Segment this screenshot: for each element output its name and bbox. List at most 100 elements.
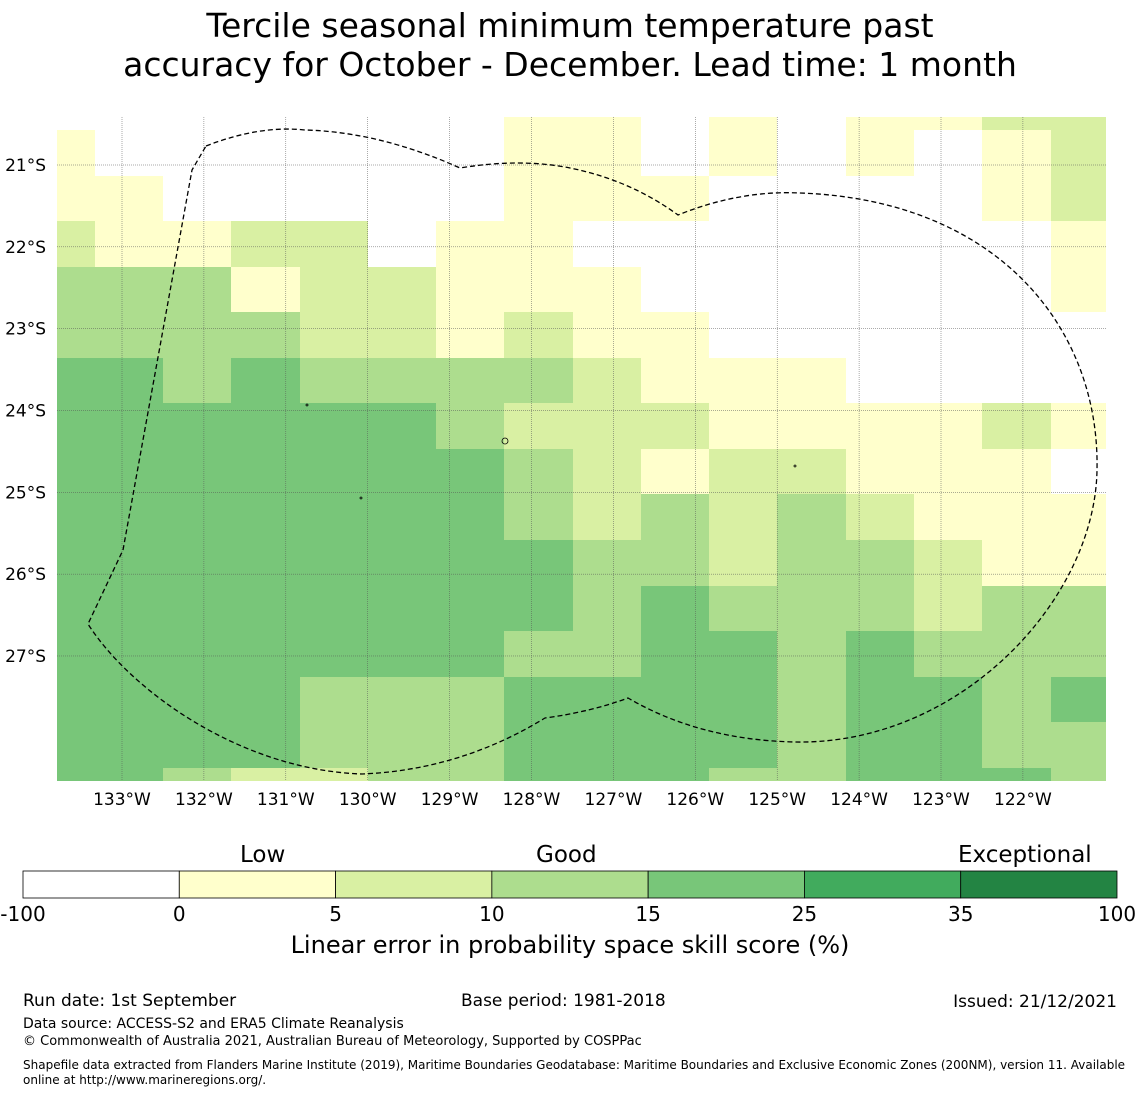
skill-cell (368, 540, 436, 586)
longitude-tick-label: 126°W (666, 790, 724, 810)
latitude-tick-label: 26°S (5, 565, 46, 585)
skill-cell (1051, 768, 1106, 781)
skill-cell (436, 768, 504, 781)
skill-cell (57, 176, 95, 221)
skill-cell (231, 677, 300, 722)
skill-cell (231, 267, 300, 312)
skill-cell (163, 631, 231, 677)
skill-cell (709, 358, 777, 403)
category-low: Low (240, 842, 286, 868)
skill-cell (914, 449, 982, 494)
skill-cell (914, 677, 982, 722)
latitude-tick-label: 23°S (5, 320, 46, 340)
skill-cell (709, 586, 777, 631)
graticule (57, 117, 1106, 781)
skill-cell (709, 540, 777, 586)
skill-cell (1051, 631, 1106, 677)
skill-cell (57, 722, 95, 768)
skill-cell (95, 722, 163, 768)
skill-cell (231, 540, 300, 586)
skill-cell (436, 540, 504, 586)
skill-cell (436, 494, 504, 540)
skill-cell (504, 677, 573, 722)
skill-cell (573, 403, 641, 449)
skill-cell (57, 403, 95, 449)
skill-cell (504, 722, 573, 768)
skill-cell (95, 403, 163, 449)
skill-cell (57, 494, 95, 540)
skill-cell (57, 540, 95, 586)
skill-cell (300, 494, 368, 540)
skill-cell (641, 540, 709, 586)
skill-cell (95, 677, 163, 722)
skill-cell (709, 403, 777, 449)
skill-cell (95, 176, 163, 221)
skill-cell (1051, 494, 1106, 540)
skill-cell (504, 176, 573, 221)
colorbar-tick-label: 10 (479, 902, 505, 926)
skill-cell (300, 722, 368, 768)
skill-cell (914, 722, 982, 768)
skill-cell (777, 677, 846, 722)
skill-cell (95, 768, 163, 781)
skill-cell (163, 267, 231, 312)
category-good: Good (536, 842, 597, 868)
skill-cell (300, 221, 368, 267)
island-outline (793, 464, 797, 468)
skill-cell (777, 403, 846, 449)
data-source: Data source: ACCESS-S2 and ERA5 Climate … (23, 1016, 404, 1032)
skill-cell (95, 631, 163, 677)
skill-cell (163, 722, 231, 768)
skill-cell (57, 677, 95, 722)
skill-cell (914, 117, 982, 130)
skill-cell (641, 494, 709, 540)
skill-cell (95, 221, 163, 267)
skill-cell (300, 403, 368, 449)
skill-cell (777, 631, 846, 677)
skill-cell (504, 586, 573, 631)
colorbar-tick-label: 25 (791, 902, 818, 926)
skill-cell (231, 768, 300, 781)
skill-cell (982, 722, 1051, 768)
skill-cell (57, 130, 95, 176)
skill-cell (300, 358, 368, 403)
skill-cell (436, 267, 504, 312)
shapefile-credit-line-1: Shapefile data extracted from Flanders M… (23, 1058, 1126, 1072)
skill-cell (573, 631, 641, 677)
island-outline (501, 437, 509, 445)
latitude-tick-labels: 21°S 22°S 23°S 24°S 25°S 26°S 27°S (5, 156, 46, 667)
skill-cell (163, 358, 231, 403)
skill-cell (163, 403, 231, 449)
skill-cell (914, 494, 982, 540)
skill-cell (163, 312, 231, 358)
latitude-tick-label: 21°S (5, 156, 46, 176)
longitude-tick-label: 132°W (175, 790, 233, 810)
colorbar-swatch (491, 870, 649, 899)
shapefile-credit-line-2: online at http://www.marineregions.org/. (23, 1073, 267, 1087)
colorbar-swatch (647, 870, 805, 899)
map-title: Tercile seasonal minimum temperature pas… (0, 6, 1140, 84)
skill-cell (1051, 130, 1106, 176)
longitude-tick-label: 130°W (339, 790, 397, 810)
colorbar (22, 870, 1118, 899)
skill-cell (504, 768, 573, 781)
skill-cell (641, 722, 709, 768)
skill-cell (573, 768, 641, 781)
skill-cell (231, 358, 300, 403)
skill-cell (982, 176, 1051, 221)
island-outline (305, 403, 309, 407)
colorbar-swatch (178, 870, 336, 899)
skill-cell (368, 677, 436, 722)
skill-cell (57, 449, 95, 494)
skill-cell (231, 586, 300, 631)
skill-cell (641, 449, 709, 494)
skill-cell (368, 449, 436, 494)
skill-cell (231, 449, 300, 494)
skill-cell (914, 768, 982, 781)
skill-cell (504, 130, 573, 176)
skill-cell (846, 540, 914, 586)
skill-cell (95, 267, 163, 312)
skill-cell (573, 722, 641, 768)
longitude-tick-label: 124°W (830, 790, 888, 810)
skill-cell (231, 722, 300, 768)
